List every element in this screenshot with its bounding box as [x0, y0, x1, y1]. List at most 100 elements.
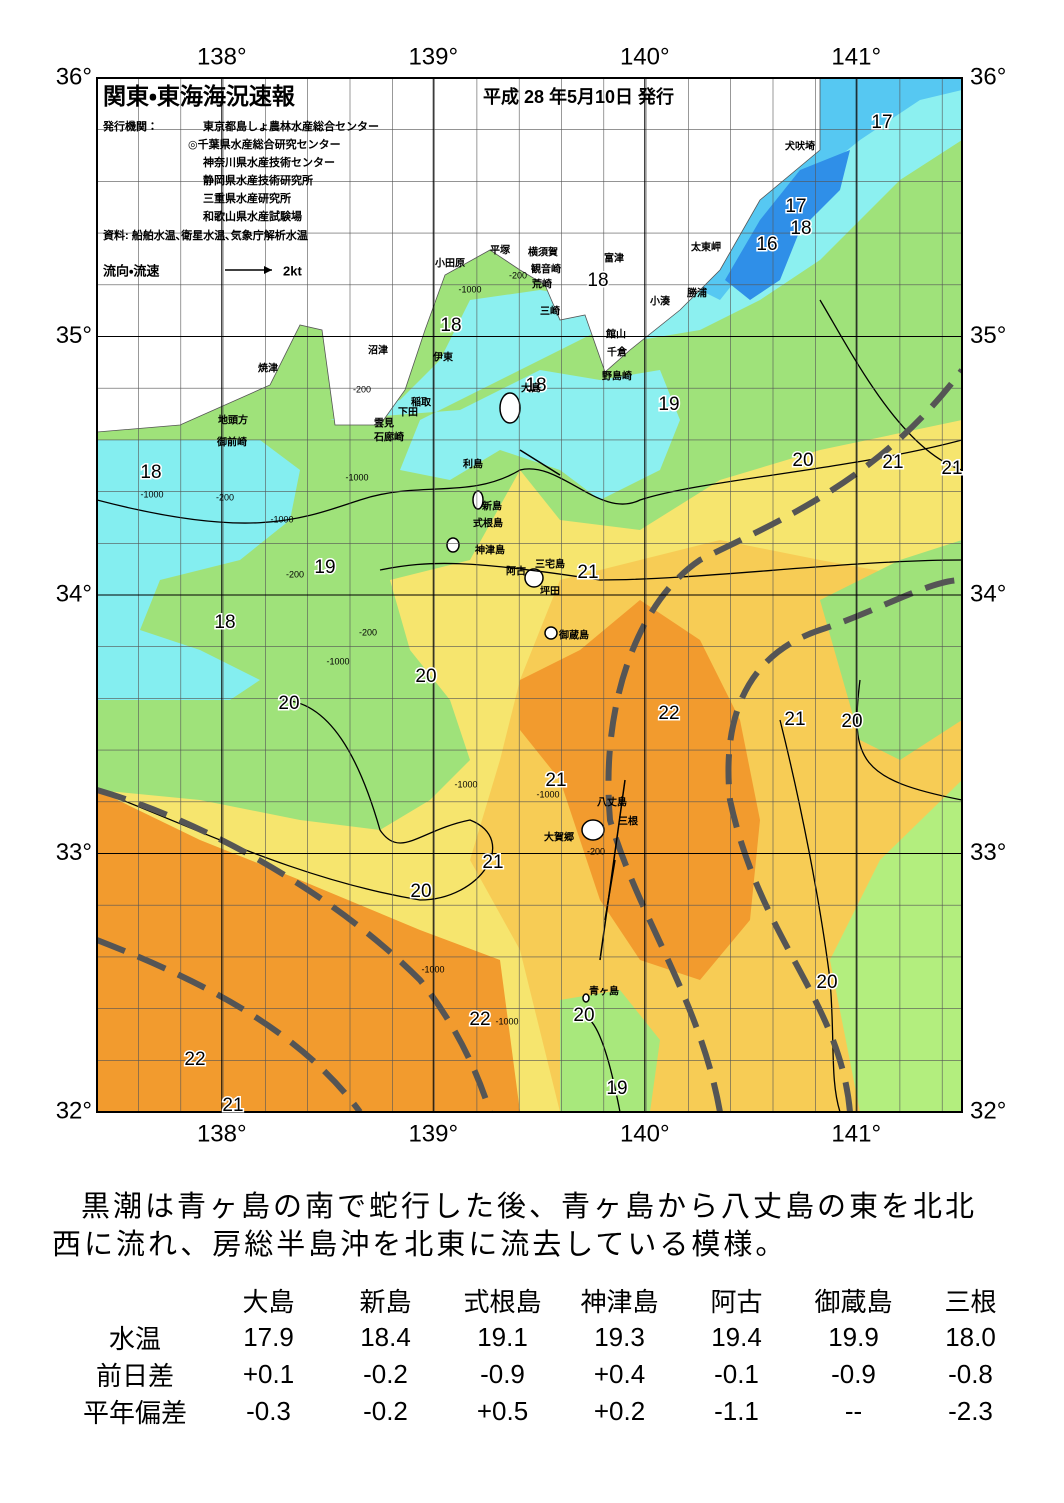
sea-orange	[520, 600, 760, 980]
isotherm-label: 20	[816, 972, 837, 993]
place-name: 阿古	[506, 565, 526, 578]
sea-green-light	[830, 780, 962, 1112]
sea-orange	[97, 790, 520, 1112]
lon-label: 138°	[197, 1120, 247, 1147]
island	[544, 626, 558, 640]
isotherm-label: 20	[573, 1005, 594, 1026]
cell: -0.8	[948, 1359, 993, 1389]
lat-label: 32°	[56, 1097, 92, 1124]
corner	[60, 1282, 210, 1319]
issuer: 三重県水産研究所	[203, 191, 291, 205]
description: 黒潮は青ヶ島の南で蛇行した後、青ヶ島から八丈島の東を北北西に流れ、房総半島沖を北…	[52, 1191, 978, 1261]
isotherm-label: 21	[482, 852, 503, 873]
depth-label: -1000	[140, 489, 163, 499]
source: 資料: 船舶水温､衛星水温､気象庁解析水温	[103, 228, 308, 242]
lat-label: 34°	[56, 580, 92, 607]
place-name: 富津	[604, 252, 624, 265]
isotherm-label: 21	[577, 562, 598, 583]
lon-label: 138°	[197, 43, 247, 70]
place-name: 地頭方	[218, 414, 248, 427]
place-name: 犬吠埼	[785, 140, 815, 153]
column-header: 大島	[242, 1287, 295, 1317]
place-name: 御前崎	[216, 436, 247, 449]
isotherm-label: 18	[214, 612, 235, 633]
lat-label: 35°	[970, 322, 1006, 349]
depth-label: -1000	[270, 514, 293, 524]
map: 関東・東海海況速報 平成 28 年5月10日 発行 発行機関： 資料: 船舶水温…	[56, 43, 1007, 1147]
legend-arrowhead	[264, 266, 272, 274]
place-name: 式根島	[473, 517, 503, 530]
kuroshio-line	[725, 577, 962, 1112]
place-name: 石廊崎	[373, 431, 404, 444]
lon-label: 140°	[620, 1120, 670, 1147]
vector	[519, 449, 561, 476]
isotherm-label: 18	[525, 375, 546, 396]
place-name: 坪田	[540, 585, 560, 598]
row-header: 平年偏差	[82, 1398, 187, 1428]
column-header: 新島	[359, 1287, 412, 1317]
place-name: 伊東	[432, 351, 453, 364]
place-name: 荒崎	[531, 278, 552, 291]
isotherm-label: 21	[784, 709, 805, 730]
isotherm-label: 21	[222, 1095, 243, 1116]
depth-label: -200	[353, 384, 371, 394]
table-row: 水温 17.9 18.4 19.1 19.3 19.4 19.9 18.0	[60, 1319, 1029, 1356]
depth-label: -200	[286, 569, 304, 579]
cell: 19.3	[594, 1322, 645, 1352]
island	[446, 537, 460, 553]
place-name: 千倉	[607, 346, 628, 359]
place-name: 稲取	[411, 396, 432, 409]
island	[472, 490, 484, 510]
issue-date: 平成 28 年5月10日 発行	[483, 86, 674, 107]
place-name: 利島	[463, 458, 483, 471]
place-name: 新島	[481, 500, 502, 513]
isotherm-label: 20	[415, 666, 436, 687]
isotherm	[97, 699, 494, 901]
place-name: 小湊	[649, 295, 671, 308]
depth-label: -1000	[326, 656, 349, 666]
cell: -2.3	[948, 1396, 993, 1426]
isotherm-label: 20	[278, 693, 299, 714]
depth-label: -1000	[421, 964, 444, 974]
issuer: 和歌山県水産試験場	[203, 209, 302, 223]
legend-label: 流向・流速	[103, 263, 159, 278]
isotherm-label: 18	[440, 315, 461, 336]
place-name: 勝浦	[687, 287, 707, 300]
lon-label: 139°	[408, 1120, 458, 1147]
islands	[446, 392, 605, 1003]
isotherm-label: 20	[841, 711, 862, 732]
place-name: 太東岬	[690, 241, 721, 254]
place-name: 焼津	[258, 362, 278, 375]
title: 関東・東海海況速報	[103, 83, 296, 109]
place-name: 三崎	[540, 305, 560, 318]
place-name: 平塚	[490, 244, 511, 257]
isotherm-label: 16	[756, 234, 777, 255]
place-name: 三宅島	[535, 558, 565, 571]
isotherm	[819, 299, 962, 471]
row-header: 水温	[108, 1324, 161, 1354]
cell: +0.1	[242, 1359, 295, 1389]
cell: -0.1	[714, 1359, 759, 1389]
depth-label: -1000	[495, 1016, 518, 1026]
table-row: 平年偏差 -0.3 -0.2 +0.5 +0.2 -1.1 -- -2.3	[60, 1393, 1029, 1430]
isotherm-label: 17	[785, 196, 806, 217]
column-header: 三根	[944, 1287, 997, 1317]
lat-label: 36°	[970, 63, 1006, 90]
depth-label: -200	[587, 846, 605, 856]
isotherm-label: 20	[410, 881, 431, 902]
lat-label: 36°	[56, 63, 92, 90]
cell: 17.9	[243, 1322, 294, 1352]
isotherm-label: 19	[606, 1078, 627, 1099]
cell: -0.2	[363, 1359, 408, 1389]
isotherm-label: 18	[140, 462, 161, 483]
cell: --	[844, 1396, 863, 1426]
cell: -0.9	[831, 1359, 876, 1389]
sea-cyan	[97, 440, 300, 700]
place-name: 雲見	[374, 418, 394, 430]
island	[524, 568, 544, 588]
depth-label: -200	[216, 492, 234, 502]
place-name: 大島	[521, 382, 541, 395]
issuer-label: 発行機関：	[102, 119, 158, 133]
isotherm-label: 22	[469, 1009, 490, 1030]
